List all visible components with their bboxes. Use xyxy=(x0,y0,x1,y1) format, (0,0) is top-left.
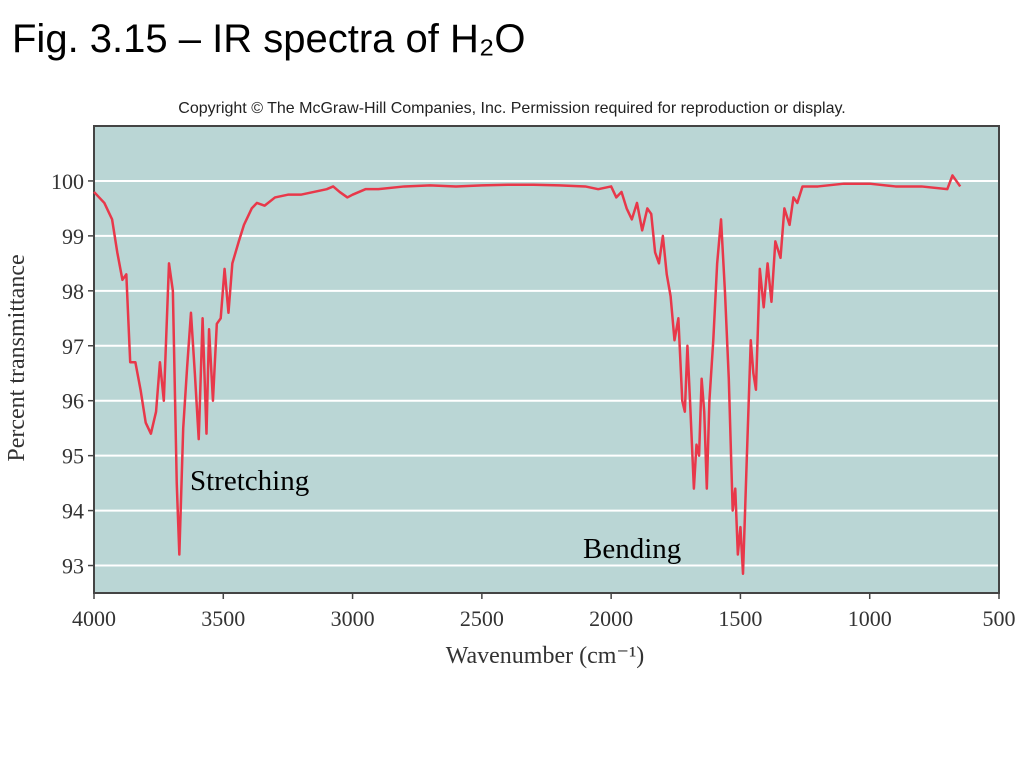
y-tick-label: 97 xyxy=(62,334,84,359)
x-tick-label: 1000 xyxy=(848,606,892,631)
spectrum-line xyxy=(93,174,962,576)
y-tick-label: 94 xyxy=(62,499,84,524)
x-tick-label: 2000 xyxy=(589,606,633,631)
y-tick-label: 98 xyxy=(62,279,84,304)
y-tick-label: 93 xyxy=(62,554,84,579)
x-tick-label: 2500 xyxy=(460,606,504,631)
x-tick-label: 4000 xyxy=(72,606,116,631)
y-tick-label: 99 xyxy=(62,224,84,249)
x-tick-label: 3500 xyxy=(201,606,245,631)
x-tick-label: 1500 xyxy=(718,606,762,631)
y-tick-label: 96 xyxy=(62,389,84,414)
x-axis-label: Wavenumber (cm⁻¹) xyxy=(446,643,645,669)
annotation: Bending xyxy=(583,533,681,565)
y-axis-label: Percent transmittance xyxy=(4,254,30,461)
plot-area xyxy=(93,125,1000,594)
chart-title: Fig. 3.15 – IR spectra of H₂O xyxy=(12,17,526,61)
copyright: Copyright © The McGraw-Hill Companies, I… xyxy=(178,100,845,117)
y-tick-label: 100 xyxy=(51,169,84,194)
x-tick-label: 3000 xyxy=(331,606,375,631)
x-tick-label: 500 xyxy=(983,606,1016,631)
annotation: Stretching xyxy=(190,465,309,497)
y-tick-label: 95 xyxy=(62,444,84,469)
